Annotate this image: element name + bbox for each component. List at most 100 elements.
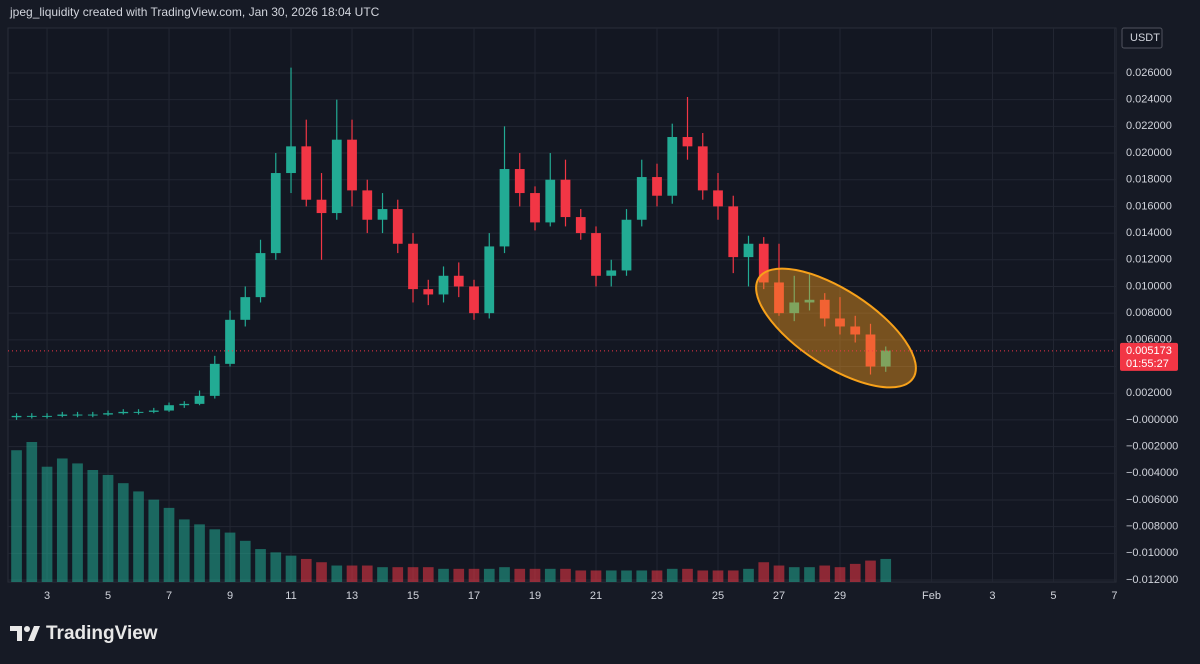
candle-body: [774, 282, 784, 314]
volume-bar: [560, 568, 571, 582]
x-tick-label: 7: [166, 590, 172, 602]
highlight-ellipse: [755, 267, 917, 389]
candle-body: [682, 137, 693, 147]
y-tick-label: 0.026000: [1126, 67, 1172, 79]
volume-bar: [26, 442, 38, 582]
candle-body: [408, 243, 418, 290]
volume-bar: [87, 470, 99, 582]
x-tick-label: 27: [773, 590, 785, 602]
volume-bar: [346, 565, 358, 582]
x-tick-label: 11: [285, 590, 296, 602]
y-tick-label: −0.012000: [1126, 574, 1178, 586]
candle-body: [118, 411, 129, 414]
volume-bar: [11, 450, 22, 582]
candle-body: [331, 139, 342, 214]
candle-body: [560, 179, 571, 218]
candle-body: [804, 299, 815, 303]
volume-bar: [331, 565, 343, 582]
y-tick-label: 0.016000: [1126, 200, 1172, 212]
y-tick-label: −0.010000: [1126, 547, 1178, 559]
logo-slash: [28, 626, 40, 641]
candle-body: [225, 319, 235, 364]
candle-body: [103, 413, 113, 415]
logo-mark: [10, 626, 22, 641]
y-tick-label: 0.020000: [1126, 147, 1172, 159]
y-tick-label: −0.004000: [1126, 467, 1178, 479]
y-tick-label: 0.012000: [1126, 254, 1172, 266]
volume-bar: [590, 570, 602, 582]
volume-bar: [255, 549, 266, 582]
candle-body: [87, 414, 98, 416]
candle-body: [835, 318, 845, 327]
volume-bar: [422, 567, 434, 582]
y-tick-label: −0.006000: [1126, 494, 1178, 506]
candle-body: [850, 326, 861, 335]
volume-bar: [865, 560, 876, 582]
candle-body: [880, 350, 891, 367]
volume-bar: [788, 567, 800, 582]
volume-bar: [804, 567, 815, 582]
candle-layer: [11, 67, 891, 420]
candle-body: [865, 334, 876, 367]
x-tick-label: 5: [105, 590, 111, 602]
x-tick-label: 25: [712, 590, 724, 602]
header: jpeg_liquidity created with TradingView.…: [9, 5, 380, 19]
candle-body: [438, 275, 449, 295]
volume-bar: [300, 558, 312, 582]
candle-body: [758, 243, 769, 283]
x-tick-label: 19: [529, 590, 541, 602]
candle-body: [392, 209, 403, 244]
volume-bar: [880, 558, 892, 582]
x-tick-label: Feb: [922, 590, 941, 602]
y-tick-label: −0.002000: [1126, 440, 1178, 452]
y-tick-label: 0.024000: [1126, 94, 1172, 106]
y-tick-label: 0.018000: [1126, 174, 1172, 186]
volume-bar: [666, 568, 678, 582]
volume-bar: [453, 568, 465, 582]
x-tick-label: 3: [989, 590, 995, 602]
volume-bar: [316, 562, 327, 582]
candle-body: [423, 289, 434, 295]
volume-bar: [377, 567, 388, 582]
x-tick-label: 3: [44, 590, 50, 602]
candle-body: [179, 403, 190, 406]
volume-bar: [117, 483, 129, 582]
candle-body: [575, 217, 586, 234]
last-price-box: [1120, 342, 1178, 371]
currency-badge: [1121, 27, 1163, 49]
candle-body: [499, 169, 510, 247]
y-tick-label: 0.022000: [1126, 120, 1172, 132]
volume-bar: [468, 568, 480, 582]
volume-bar: [270, 552, 282, 582]
volume-layer: [11, 442, 892, 582]
y-tick-label: 0.008000: [1126, 307, 1172, 319]
volume-bar: [483, 568, 495, 582]
candle-body: [194, 395, 205, 404]
x-tick-label: 5: [1050, 590, 1056, 602]
candle-body: [667, 137, 678, 196]
last-price-label: 0.005173: [1126, 345, 1172, 357]
brand: TradingView: [46, 623, 158, 644]
volume-bar: [209, 529, 221, 582]
x-tick-label: 9: [227, 590, 233, 602]
volume-bar: [529, 568, 541, 582]
volume-bar: [56, 458, 68, 582]
candle-body: [316, 199, 327, 214]
logo: [10, 626, 40, 641]
volume-bar: [849, 563, 861, 582]
candle-body: [57, 414, 68, 416]
volume-bar: [392, 567, 404, 582]
volume-bar: [133, 491, 144, 582]
volume-bar: [72, 463, 83, 582]
volume-bar: [544, 568, 556, 582]
y-tick-label: 0.010000: [1126, 280, 1172, 292]
volume-bar: [743, 568, 754, 582]
volume-bar: [727, 570, 739, 582]
volume-bar: [438, 568, 449, 582]
volume-bar: [819, 565, 831, 582]
volume-bar: [651, 570, 663, 582]
y-tick-label: 0.002000: [1126, 387, 1172, 399]
candle-body: [530, 193, 540, 223]
candle-body: [606, 270, 617, 276]
